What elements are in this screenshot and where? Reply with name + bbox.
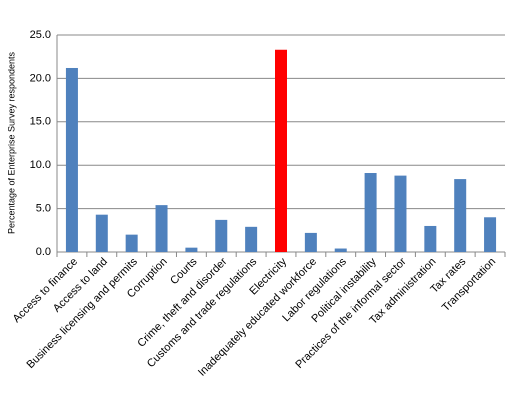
y-tick-label: 25.0 bbox=[30, 29, 51, 41]
bar bbox=[95, 214, 108, 252]
bar bbox=[454, 179, 467, 252]
bar bbox=[185, 247, 198, 252]
y-tick-label: 15.0 bbox=[30, 116, 51, 128]
bar bbox=[65, 67, 78, 252]
y-axis-label: Percentage of Enterprise Survey responde… bbox=[6, 51, 16, 234]
x-tick-label: Practices of the informal sector bbox=[293, 255, 408, 370]
bar bbox=[304, 232, 317, 252]
bar bbox=[245, 226, 258, 252]
x-tick-label: Business licensing and permits bbox=[25, 255, 141, 371]
x-tick-label: Customs and trade regulations bbox=[145, 255, 260, 370]
x-tick-label: Transportation bbox=[440, 256, 498, 314]
bar bbox=[424, 225, 437, 252]
bar bbox=[334, 248, 347, 252]
bar bbox=[125, 234, 138, 252]
bar bbox=[364, 173, 377, 252]
y-tick-label: 5.0 bbox=[36, 203, 51, 215]
bar bbox=[215, 219, 228, 252]
y-tick-label: 10.0 bbox=[30, 159, 51, 171]
y-tick-label: 0.0 bbox=[36, 246, 51, 258]
bar bbox=[394, 175, 407, 252]
bar bbox=[484, 217, 497, 252]
bar bbox=[275, 49, 287, 253]
bar bbox=[155, 205, 168, 252]
y-tick-label: 20.0 bbox=[30, 72, 51, 84]
